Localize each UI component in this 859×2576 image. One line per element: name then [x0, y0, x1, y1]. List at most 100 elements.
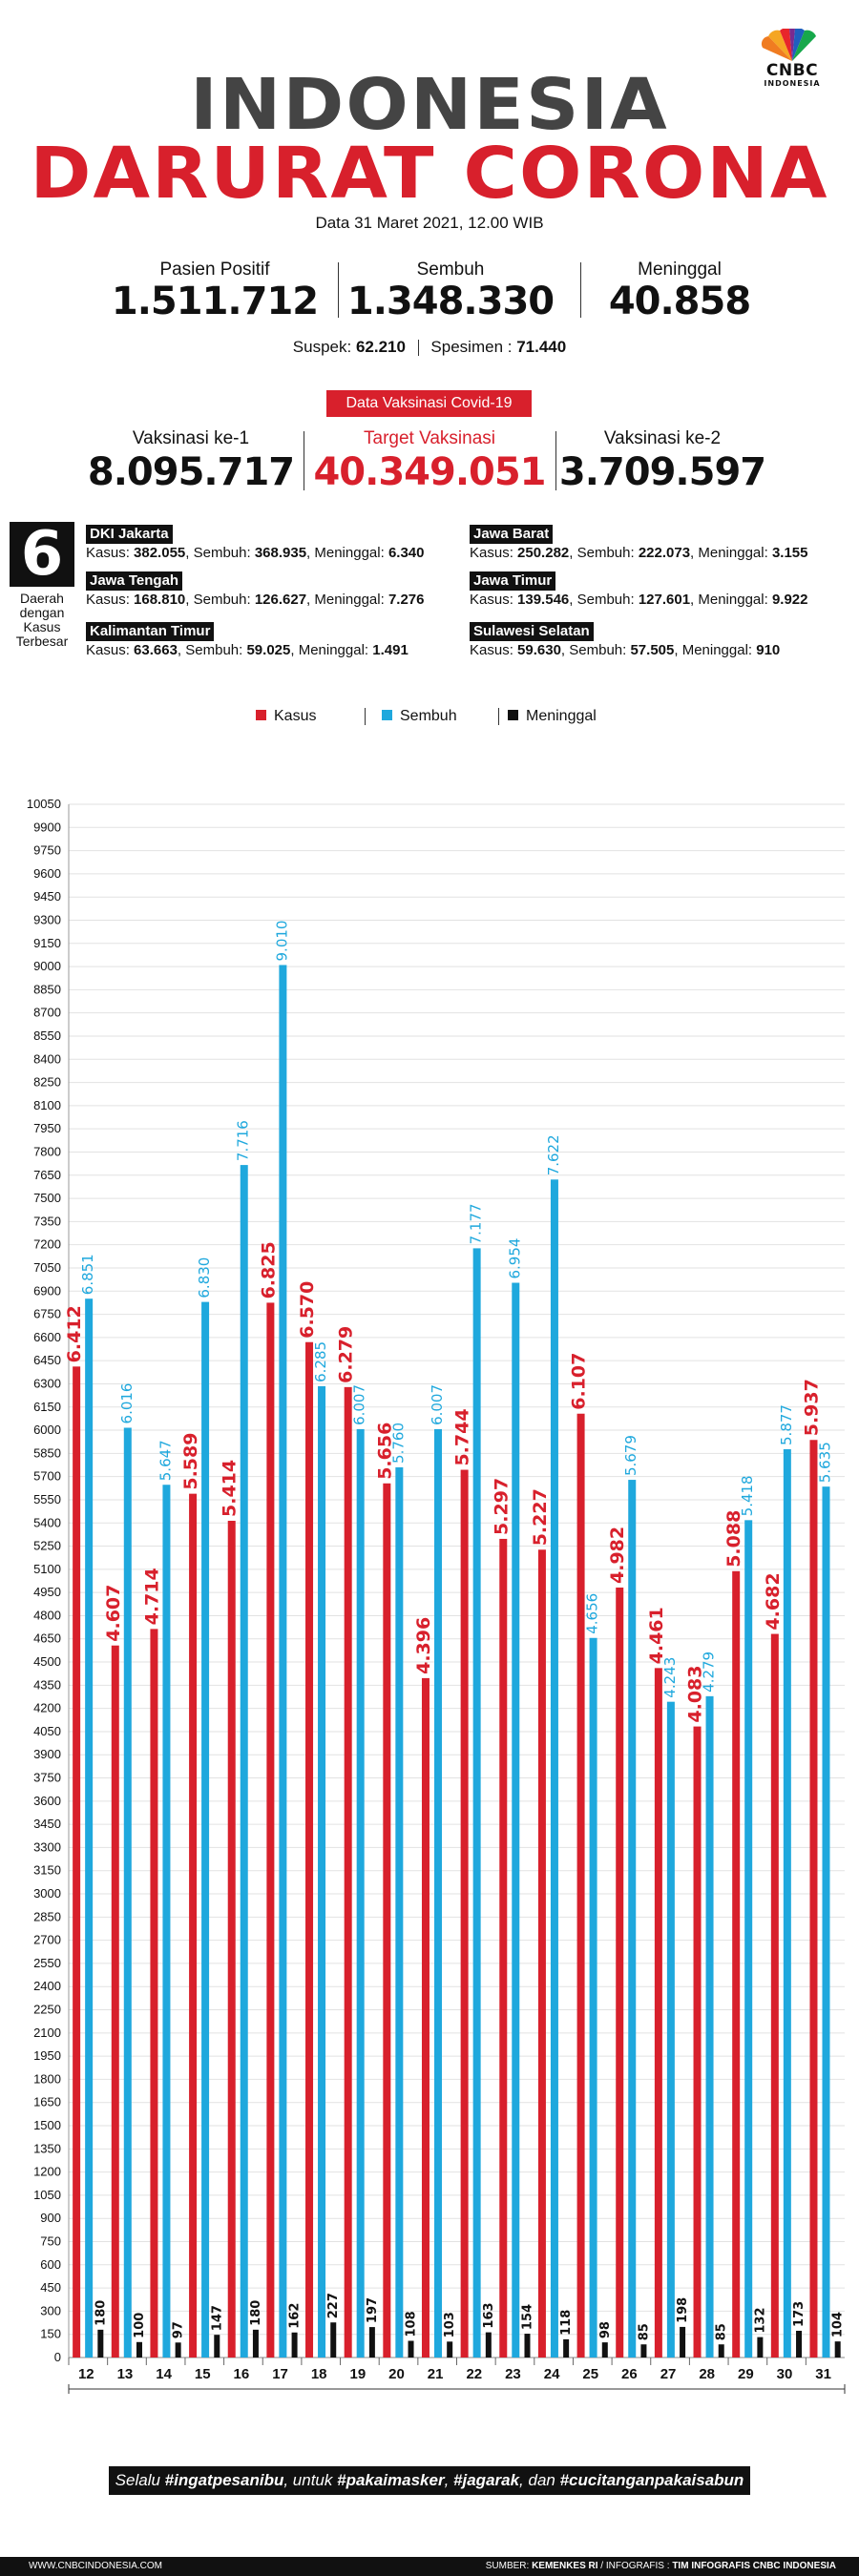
- suspek-divider: [417, 340, 419, 357]
- logo-subtext: INDONESIA: [764, 79, 821, 88]
- kasus-data-label: 4.607: [103, 1585, 124, 1642]
- kasus-data-label: 5.297: [491, 1478, 512, 1535]
- kasus-data-label: 5.589: [180, 1433, 201, 1490]
- x-tick-label: 27: [660, 2366, 677, 2382]
- kasus-data-label: 4.982: [607, 1527, 628, 1584]
- sembuh-data-label: 6.285: [312, 1341, 329, 1382]
- y-tick-label: 5100: [33, 1562, 61, 1576]
- footer-source: SUMBER: KEMENKES RI / INFOGRAFIS : TIM I…: [485, 2561, 836, 2571]
- y-tick-label: 7050: [33, 1260, 61, 1275]
- y-tick-label: 6750: [33, 1307, 61, 1321]
- meninggal-bar: [175, 2342, 181, 2358]
- y-tick-label: 750: [40, 2234, 61, 2249]
- sembuh-bar: [162, 1485, 171, 2358]
- spesimen-value: 71.440: [516, 338, 567, 356]
- kasus-data-label: 4.083: [685, 1665, 706, 1722]
- meninggal-bar: [563, 2338, 570, 2358]
- y-tick-label: 9300: [33, 912, 61, 926]
- sembuh-data-label: 4.243: [661, 1657, 679, 1698]
- kasus-bar: [227, 1520, 236, 2358]
- y-tick-label: 9600: [33, 866, 61, 881]
- x-tick-label: 12: [78, 2366, 94, 2382]
- x-tick-label: 23: [505, 2366, 521, 2382]
- sembuh-data-label: 4.656: [584, 1593, 601, 1634]
- y-tick-label: 2850: [33, 1909, 61, 1923]
- x-tick-label: 16: [234, 2366, 250, 2382]
- y-tick-label: 10050: [27, 797, 61, 811]
- vaccine-badge: Data Vaksinasi Covid-19: [326, 390, 532, 417]
- x-axis-label: Maret: [437, 2402, 476, 2404]
- y-tick-label: 6300: [33, 1376, 61, 1390]
- sembuh-bar: [123, 1427, 132, 2358]
- x-tick-label: 24: [544, 2366, 560, 2382]
- y-tick-label: 7500: [33, 1191, 61, 1205]
- kasus-data-label: 5.227: [530, 1488, 551, 1546]
- y-tick-label: 4200: [33, 1701, 61, 1715]
- cnbc-logo: CNBC INDONESIA: [748, 29, 836, 88]
- kasus-data-label: 4.682: [763, 1572, 784, 1630]
- y-tick-label: 900: [40, 2211, 61, 2225]
- sembuh-data-label: 4.279: [701, 1652, 718, 1693]
- x-tick-label: 13: [117, 2366, 134, 2382]
- legend-kasus: Kasus: [256, 708, 316, 725]
- kasus-bar: [150, 1629, 158, 2358]
- stats-divider-1: [338, 262, 339, 318]
- meninggal-bar: [447, 2341, 453, 2358]
- meninggal-data-label: 85: [715, 2323, 729, 2340]
- kasus-data-label: 6.412: [64, 1305, 85, 1362]
- tagline: Selalu #ingatpesanibu, untuk #pakaimaske…: [109, 2466, 750, 2495]
- positif-value: 1.511.712: [111, 280, 319, 323]
- y-tick-label: 4500: [33, 1654, 61, 1669]
- sembuh-bar: [822, 1486, 830, 2358]
- kasus-bar: [266, 1302, 275, 2358]
- kasus-data-label: 6.107: [569, 1353, 590, 1410]
- regions-caption-line: Daerah: [20, 591, 64, 606]
- sembuh-data-label: 6.830: [196, 1257, 213, 1298]
- sembuh-data-label: 5.647: [157, 1440, 174, 1481]
- regions-caption-line: dengan: [19, 605, 65, 620]
- region-stats: Kasus: 250.282, Sembuh: 222.073, Meningg…: [470, 545, 808, 561]
- sembuh-data-label: 6.954: [506, 1238, 523, 1279]
- y-tick-label: 5700: [33, 1469, 61, 1484]
- regions-count: 6: [10, 522, 74, 587]
- meninggal-bar: [757, 2337, 764, 2358]
- meninggal-data-label: 104: [831, 2312, 846, 2337]
- legend-swatch-kasus: [256, 710, 266, 721]
- meninggal-bar: [368, 2327, 375, 2358]
- sembuh-bar: [201, 1301, 210, 2358]
- x-tick-label: 26: [621, 2366, 638, 2382]
- suspek-spesimen-line: Suspek: 62.210 Spesimen : 71.440: [0, 338, 859, 357]
- kasus-bar: [537, 1549, 546, 2358]
- sembuh-bar: [318, 1385, 326, 2358]
- stats-divider-2: [580, 262, 581, 318]
- kasus-data-label: 5.414: [220, 1460, 241, 1517]
- region-stats: Kasus: 382.055, Sembuh: 368.935, Meningg…: [86, 545, 425, 561]
- meninggal-data-label: 173: [792, 2301, 807, 2327]
- y-tick-label: 450: [40, 2280, 61, 2295]
- region-kalimantan-timur: Kalimantan Timur Kasus: 63.663, Sembuh: …: [86, 622, 409, 659]
- y-tick-label: 7950: [33, 1121, 61, 1135]
- y-tick-label: 9150: [33, 936, 61, 950]
- title-line-1: INDONESIA: [190, 64, 669, 146]
- suspek-label: Suspek:: [292, 338, 356, 356]
- legend-label: Kasus: [274, 708, 317, 724]
- sembuh-data-label: 6.016: [118, 1383, 136, 1424]
- x-tick-label: 20: [388, 2366, 405, 2382]
- meninggal-data-label: 197: [366, 2297, 380, 2323]
- meninggal-data-label: 85: [637, 2323, 651, 2340]
- meninggal-data-label: 163: [482, 2302, 496, 2328]
- y-tick-label: 8100: [33, 1098, 61, 1112]
- target-value: 40.349.051: [313, 450, 546, 494]
- footer-bar: WWW.CNBCINDONESIA.COM SUMBER: KEMENKES R…: [0, 2557, 859, 2576]
- sembuh-data-label: 5.760: [389, 1423, 407, 1464]
- legend-meninggal: Meninggal: [508, 708, 597, 725]
- y-tick-label: 7200: [33, 1237, 61, 1252]
- positif-label: Pasien Positif: [159, 260, 270, 280]
- x-tick-label: 19: [349, 2366, 366, 2382]
- x-tick-label: 15: [195, 2366, 211, 2382]
- y-tick-label: 0: [54, 2350, 61, 2364]
- kasus-bar: [693, 1726, 702, 2358]
- meninggal-data-label: 103: [443, 2312, 457, 2337]
- vaccine-1-value: 8.095.717: [87, 450, 295, 494]
- sembuh-bar: [395, 1466, 404, 2358]
